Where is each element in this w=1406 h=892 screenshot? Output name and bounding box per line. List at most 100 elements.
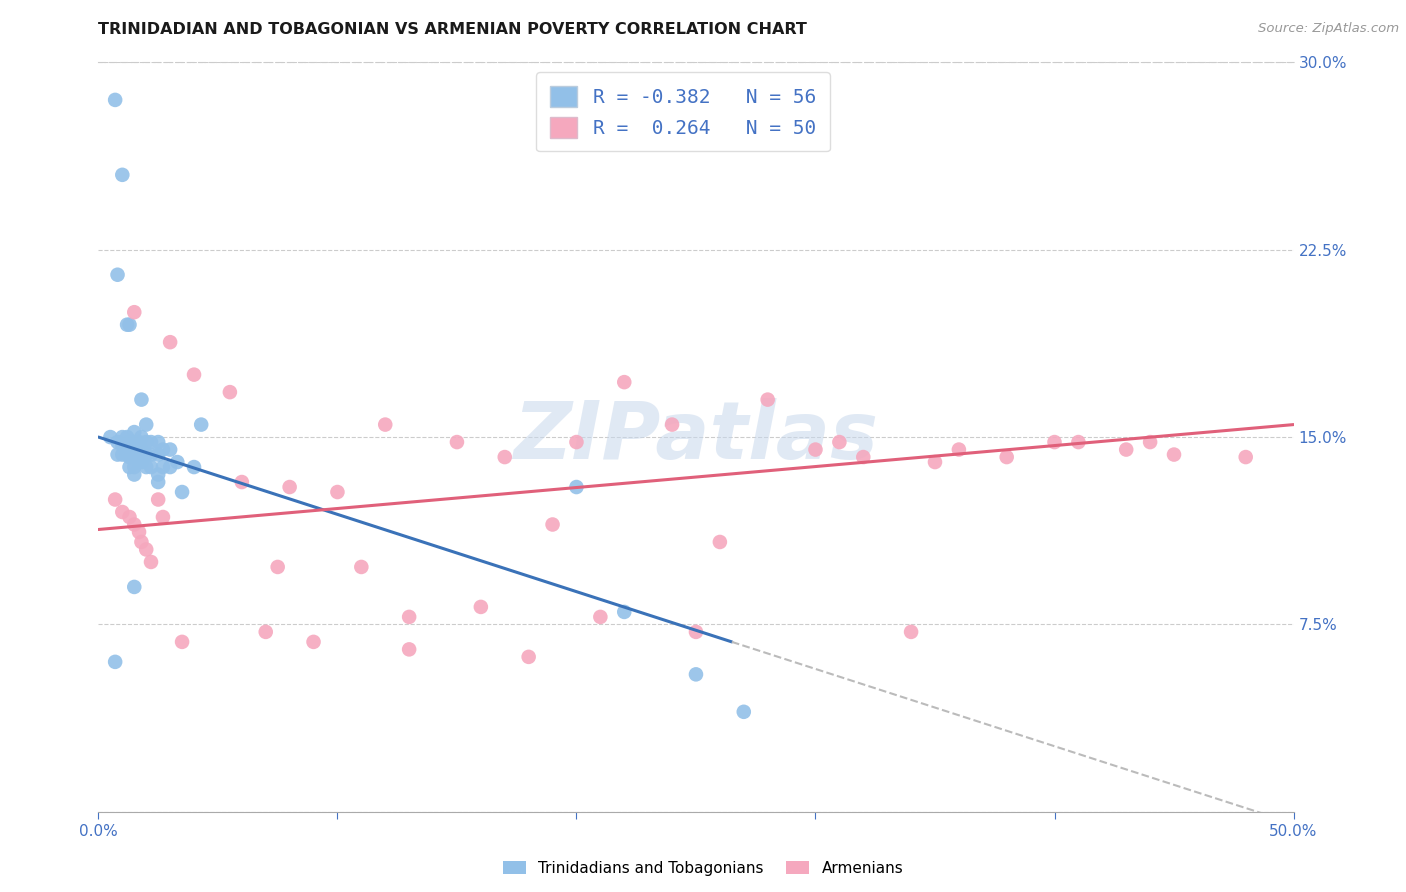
Point [131, 430, 153, 444]
Point [541, 517, 564, 532]
Point [685, 667, 707, 681]
Point [995, 450, 1018, 464]
Point [374, 417, 396, 432]
Point [124, 460, 146, 475]
Point [152, 510, 174, 524]
Point [159, 460, 181, 475]
Point [135, 460, 157, 475]
Point [589, 610, 612, 624]
Point [685, 624, 707, 639]
Point [183, 460, 205, 475]
Point [1234, 450, 1257, 464]
Point [131, 455, 153, 469]
Point [111, 505, 134, 519]
Point [254, 624, 277, 639]
Point [1139, 435, 1161, 450]
Legend: R = -0.382   N = 56, R =  0.264   N = 50: R = -0.382 N = 56, R = 0.264 N = 50 [537, 72, 830, 152]
Legend: Trinidadians and Tobagonians, Armenians: Trinidadians and Tobagonians, Armenians [496, 855, 910, 881]
Point [115, 430, 138, 444]
Point [166, 455, 188, 469]
Point [852, 450, 875, 464]
Point [446, 435, 468, 450]
Point [135, 417, 157, 432]
Point [131, 442, 153, 457]
Point [190, 417, 212, 432]
Point [900, 624, 922, 639]
Point [128, 442, 150, 457]
Point [124, 467, 146, 482]
Text: TRINIDADIAN AND TOBAGONIAN VS ARMENIAN POVERTY CORRELATION CHART: TRINIDADIAN AND TOBAGONIAN VS ARMENIAN P… [98, 22, 807, 37]
Point [118, 460, 141, 475]
Point [219, 385, 242, 400]
Point [828, 435, 851, 450]
Point [278, 480, 301, 494]
Point [131, 392, 153, 407]
Point [124, 450, 146, 464]
Point [1115, 442, 1137, 457]
Point [107, 448, 129, 462]
Point [470, 599, 492, 614]
Point [139, 555, 162, 569]
Point [613, 605, 636, 619]
Point [159, 335, 181, 350]
Point [118, 450, 141, 464]
Point [398, 642, 420, 657]
Point [128, 524, 150, 539]
Point [107, 435, 129, 450]
Point [152, 460, 174, 475]
Point [107, 268, 129, 282]
Point [302, 635, 325, 649]
Point [1163, 448, 1185, 462]
Point [494, 450, 516, 464]
Text: Source: ZipAtlas.com: Source: ZipAtlas.com [1258, 22, 1399, 36]
Point [124, 580, 146, 594]
Point [135, 448, 157, 462]
Point [148, 435, 170, 450]
Point [267, 560, 290, 574]
Point [756, 392, 779, 407]
Point [124, 517, 146, 532]
Point [124, 442, 146, 457]
Point [152, 442, 174, 457]
Point [131, 535, 153, 549]
Point [948, 442, 970, 457]
Point [104, 93, 127, 107]
Point [111, 168, 134, 182]
Point [231, 475, 253, 489]
Point [118, 510, 141, 524]
Point [111, 448, 134, 462]
Point [709, 535, 731, 549]
Point [118, 442, 141, 457]
Point [135, 542, 157, 557]
Point [148, 467, 170, 482]
Point [924, 455, 946, 469]
Point [661, 417, 683, 432]
Point [613, 375, 636, 389]
Point [124, 425, 146, 439]
Point [128, 455, 150, 469]
Point [326, 485, 349, 500]
Point [115, 448, 138, 462]
Point [115, 437, 138, 451]
Point [565, 435, 588, 450]
Point [98, 430, 122, 444]
Point [124, 305, 146, 319]
Point [565, 480, 588, 494]
Point [1067, 435, 1090, 450]
Point [139, 460, 162, 475]
Point [111, 430, 134, 444]
Point [135, 435, 157, 450]
Point [1043, 435, 1066, 450]
Point [111, 437, 134, 451]
Point [104, 655, 127, 669]
Point [124, 435, 146, 450]
Point [118, 435, 141, 450]
Point [172, 485, 194, 500]
Point [139, 435, 162, 450]
Point [139, 448, 162, 462]
Point [104, 492, 127, 507]
Text: ZIPatlas: ZIPatlas [513, 398, 879, 476]
Point [804, 442, 827, 457]
Point [517, 649, 540, 664]
Point [148, 448, 170, 462]
